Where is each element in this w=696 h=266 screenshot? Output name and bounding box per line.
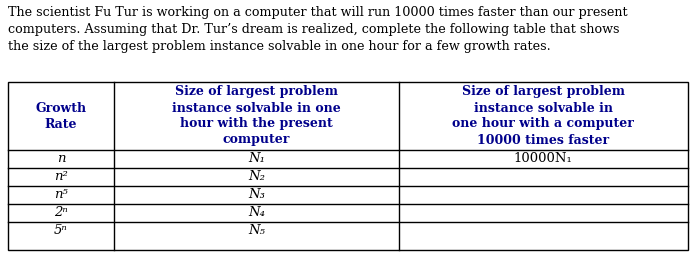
Text: 2ⁿ: 2ⁿ — [54, 206, 68, 219]
Text: n⁵: n⁵ — [54, 189, 68, 202]
Text: 10000N₁: 10000N₁ — [514, 152, 573, 165]
Text: N₄: N₄ — [248, 206, 264, 219]
Bar — [8, 82, 688, 250]
Text: N₁: N₁ — [248, 152, 264, 165]
Text: n: n — [57, 152, 65, 165]
Text: N₅: N₅ — [248, 225, 264, 238]
Text: The scientist Fu Tur is working on a computer that will run 10000 times faster t: The scientist Fu Tur is working on a com… — [8, 6, 628, 53]
Text: Size of largest problem
instance solvable in
one hour with a computer
10000 time: Size of largest problem instance solvabl… — [452, 85, 634, 147]
Text: N₃: N₃ — [248, 189, 264, 202]
Text: 5ⁿ: 5ⁿ — [54, 225, 68, 238]
Text: N₂: N₂ — [248, 171, 264, 184]
Text: n²: n² — [54, 171, 68, 184]
Text: Size of largest problem
instance solvable in one
hour with the present
computer: Size of largest problem instance solvabl… — [172, 85, 340, 147]
Text: Growth
Rate: Growth Rate — [35, 102, 86, 131]
